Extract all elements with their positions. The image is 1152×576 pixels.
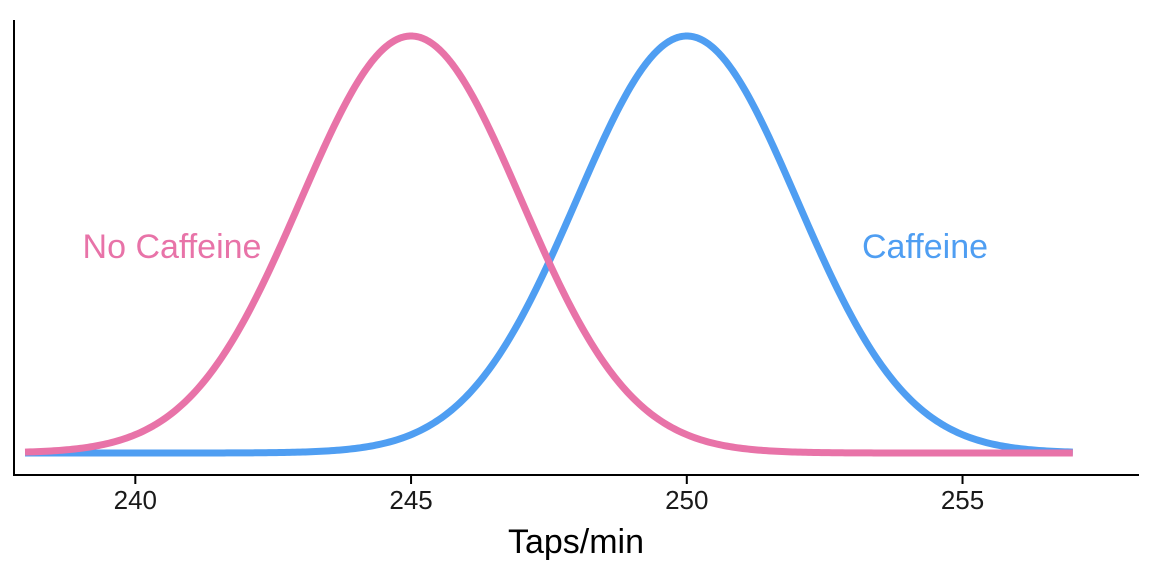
curves-layer bbox=[24, 32, 1074, 457]
x-tick-label: 245 bbox=[389, 485, 432, 515]
x-tick-label: 240 bbox=[114, 485, 157, 515]
x-ticks-layer: 240 245 250 255 bbox=[114, 475, 984, 515]
series-label-caffeine: Caffeine bbox=[862, 228, 988, 266]
x-tick-label: 255 bbox=[941, 485, 984, 515]
x-tick-label: 250 bbox=[665, 485, 708, 515]
density-curve-no-caffeine bbox=[24, 32, 1074, 457]
x-axis-title: Taps/min bbox=[508, 523, 644, 561]
series-label-no-caffeine: No Caffeine bbox=[83, 228, 262, 266]
